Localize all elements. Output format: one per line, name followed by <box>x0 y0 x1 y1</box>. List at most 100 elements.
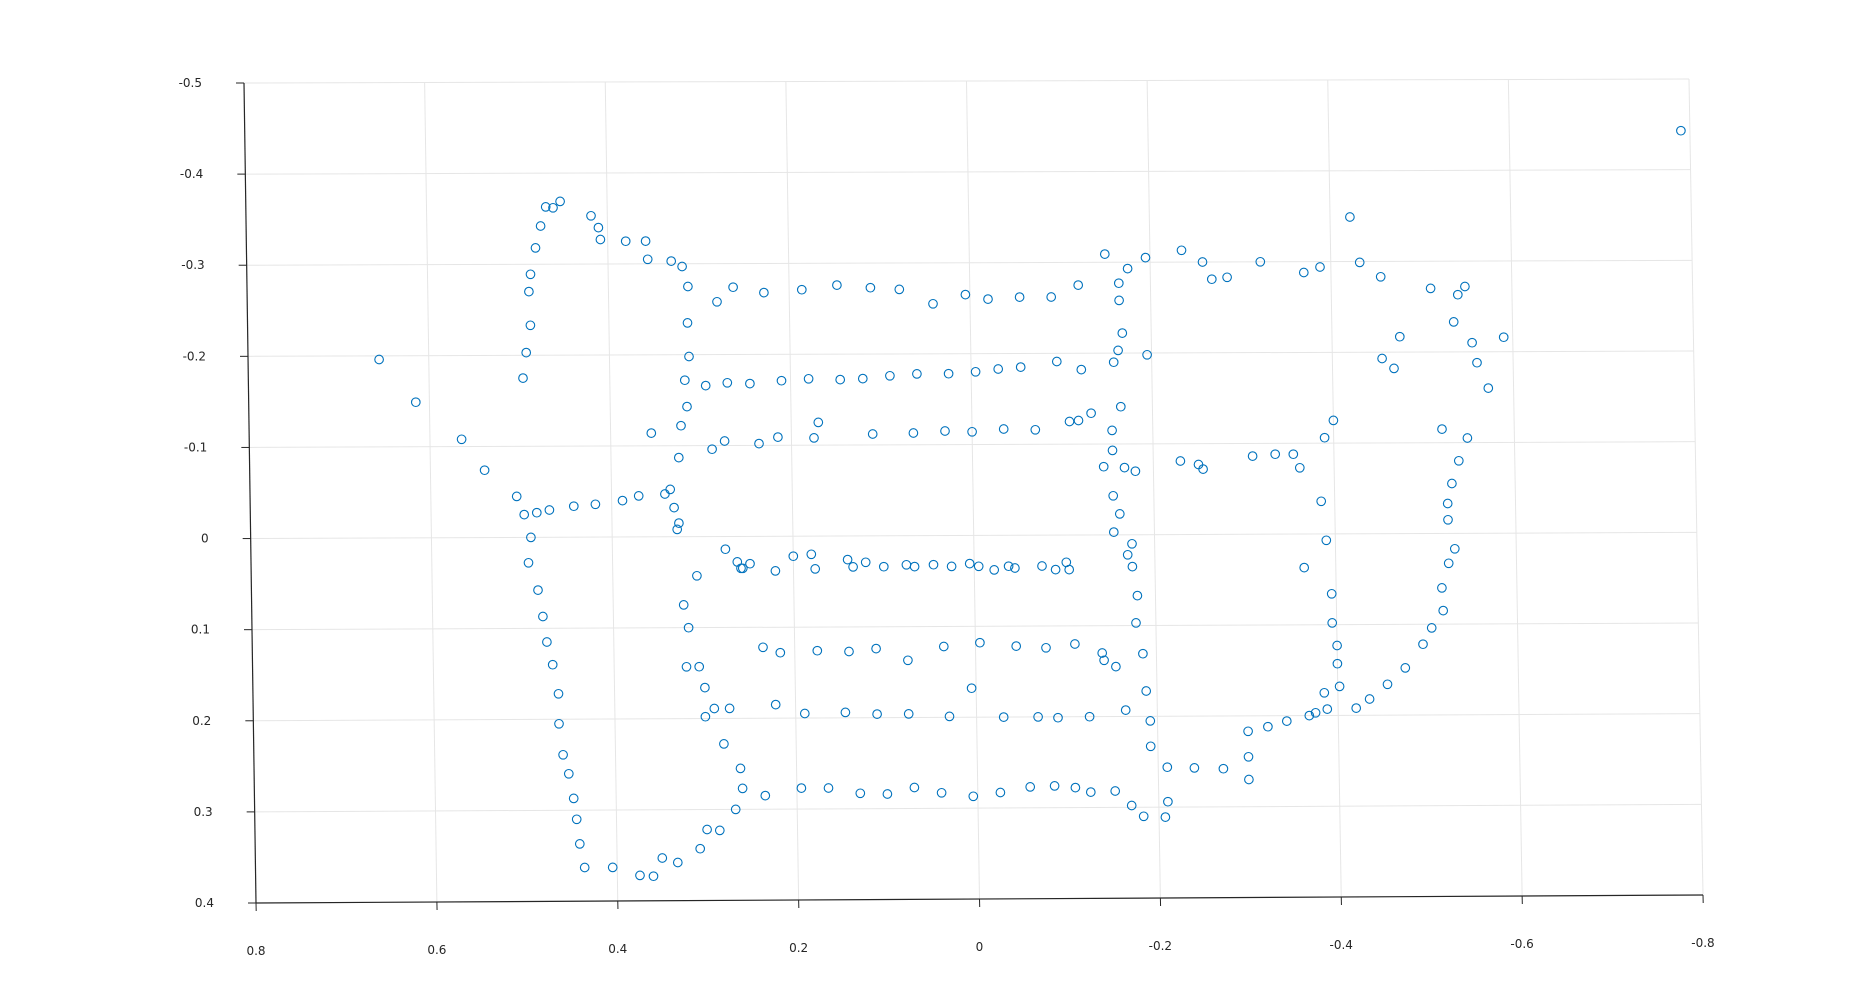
data-point <box>1030 424 1041 435</box>
data-point <box>1119 462 1130 473</box>
data-point <box>995 787 1006 798</box>
data-point <box>1086 408 1096 419</box>
data-point <box>1114 295 1124 306</box>
data-point <box>940 426 950 436</box>
y-tick-label: -0.1 <box>184 440 207 454</box>
data-point <box>620 236 631 247</box>
data-point <box>968 791 979 802</box>
data-point <box>1437 424 1447 434</box>
data-point <box>692 570 702 581</box>
data-point <box>640 236 651 246</box>
data-point <box>518 373 528 383</box>
data-point <box>1107 425 1117 436</box>
data-point <box>1099 249 1110 259</box>
y-tick-label: -0.3 <box>181 258 204 272</box>
data-point <box>1061 557 1072 568</box>
data-point <box>547 659 558 670</box>
data-point <box>1015 362 1026 372</box>
data-point <box>776 375 787 386</box>
data-point <box>773 432 783 442</box>
data-point <box>700 711 711 722</box>
y-tick-label: 0.1 <box>191 623 210 637</box>
data-point <box>525 269 536 280</box>
data-point <box>960 289 971 300</box>
data-point <box>722 377 733 388</box>
data-point <box>1425 283 1436 294</box>
data-point <box>835 374 846 385</box>
data-point <box>617 495 628 506</box>
data-point <box>1126 800 1137 811</box>
data-point <box>1453 455 1464 466</box>
data-point <box>568 793 579 804</box>
y-grid-line <box>250 531 1697 540</box>
data-point <box>1046 292 1057 302</box>
data-point <box>1070 639 1080 649</box>
data-point <box>909 782 920 793</box>
data-point <box>531 507 542 518</box>
data-point <box>683 622 694 633</box>
data-point <box>533 585 543 595</box>
y-axis-ticks: -0.5 -0.4 -0.3 -0.2 -0.1 0 0.1 0.2 0.3 0.4 <box>179 76 256 910</box>
data-point <box>456 434 467 445</box>
data-point <box>633 491 644 501</box>
y-grid-line <box>253 713 1700 722</box>
data-point <box>1319 432 1330 443</box>
data-point <box>548 202 558 213</box>
y-tick-label: -0.4 <box>180 167 203 181</box>
data-point <box>648 871 659 882</box>
data-point <box>1326 588 1337 599</box>
data-point <box>775 647 786 658</box>
data-point <box>1198 464 1208 474</box>
data-point <box>903 655 913 666</box>
data-point <box>1140 252 1151 263</box>
data-point <box>1014 292 1025 302</box>
data-point <box>1142 349 1152 360</box>
data-point <box>842 554 853 565</box>
data-point <box>1049 781 1060 791</box>
data-point <box>676 420 686 431</box>
data-point <box>554 718 564 729</box>
data-point <box>1037 561 1047 571</box>
data-point <box>1110 786 1121 796</box>
data-point <box>809 433 819 443</box>
data-point <box>682 401 692 412</box>
x-grid-line <box>1327 79 1342 898</box>
data-point <box>666 256 677 266</box>
data-point <box>848 562 858 572</box>
data-point <box>1676 125 1686 136</box>
data-point <box>1270 449 1281 460</box>
data-point <box>535 221 546 231</box>
data-point <box>882 789 893 799</box>
data-point <box>1263 721 1273 732</box>
data-point <box>983 294 993 304</box>
x-tick-label: -0.2 <box>1149 939 1172 953</box>
data-points <box>374 125 1686 882</box>
data-point <box>1316 496 1327 507</box>
data-point <box>695 843 706 854</box>
data-point <box>1354 257 1365 268</box>
data-point <box>700 380 711 391</box>
data-point <box>1145 741 1156 752</box>
data-point <box>1389 363 1399 374</box>
data-point <box>1076 364 1087 375</box>
y-tick-label: -0.2 <box>183 349 206 363</box>
data-point <box>1050 564 1061 575</box>
data-point <box>1132 590 1143 601</box>
y-tick-label: 0.3 <box>194 805 213 819</box>
data-point <box>665 484 676 495</box>
data-point <box>1438 605 1449 616</box>
y-grid-line <box>249 441 1696 448</box>
data-point <box>1243 751 1254 762</box>
x-tick-label: -0.8 <box>1691 936 1714 950</box>
data-point <box>1498 332 1509 343</box>
data-point <box>857 373 868 384</box>
data-point <box>1107 445 1118 456</box>
data-point <box>1085 787 1096 797</box>
data-point <box>878 561 889 572</box>
data-point <box>943 368 954 379</box>
y-tick-label: 0.2 <box>192 714 211 728</box>
data-point <box>540 202 551 212</box>
data-point <box>635 870 645 881</box>
y-tick-label: 0 <box>201 532 209 546</box>
data-point <box>1462 433 1473 443</box>
